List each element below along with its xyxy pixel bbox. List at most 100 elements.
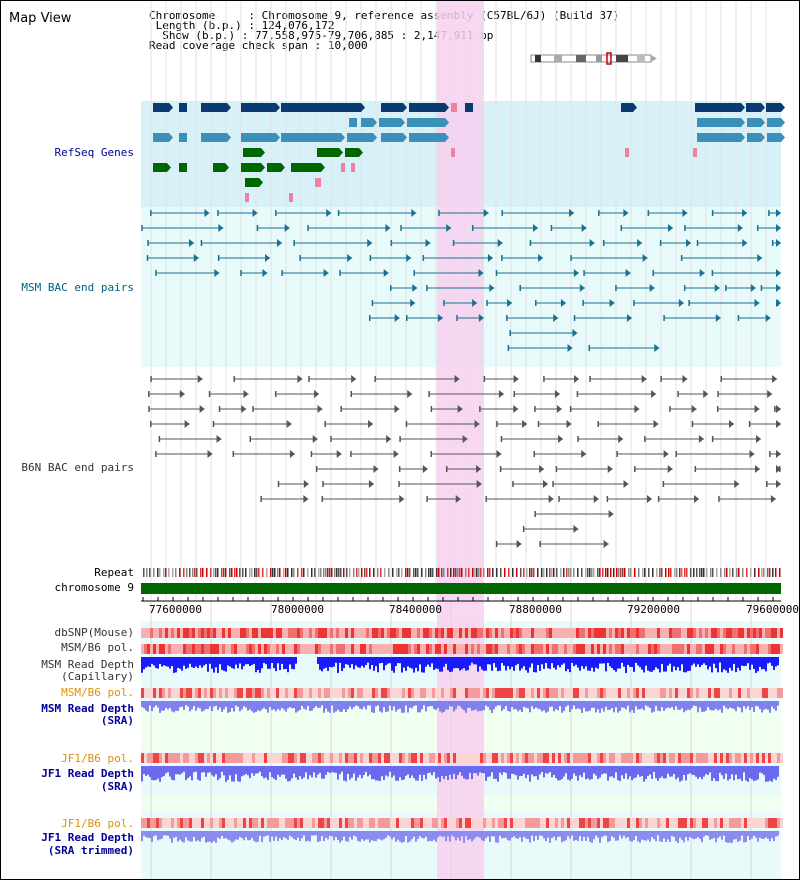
read-depth-bar	[491, 701, 493, 713]
polymorphism-heat-cell	[150, 644, 153, 654]
repeat-element	[622, 568, 624, 577]
read-depth-bar	[295, 657, 297, 664]
read-depth-bar	[475, 701, 477, 710]
read-depth-bar	[411, 831, 413, 840]
read-depth-bar	[555, 701, 557, 710]
polymorphism-heat-cell	[717, 753, 720, 763]
track-label-msm-depth-sra[interactable]: MSM Read Depth	[41, 702, 134, 715]
track-label-msm-b6-pol[interactable]: MSM/B6 pol.	[61, 641, 134, 654]
polymorphism-heat-cell	[681, 818, 684, 828]
gene-strand-arrow	[341, 133, 345, 142]
read-depth-bar	[749, 831, 751, 841]
polymorphism-heat-cell	[387, 818, 390, 828]
track-label-msm-depth-capillary[interactable]: MSM Read Depth	[41, 658, 134, 671]
polymorphism-heat-cell	[369, 644, 372, 654]
track-label-jf1-depth-trimmed[interactable]: JF1 Read Depth	[41, 831, 134, 844]
repeat-element	[543, 568, 545, 577]
read-depth-bar	[201, 701, 203, 712]
polymorphism-heat-cell	[675, 644, 678, 654]
polymorphism-heat-cell	[720, 688, 723, 698]
read-depth-bar	[459, 831, 461, 841]
polymorphism-heat-cell	[177, 644, 180, 654]
track-label-jf1-b6-pol-2[interactable]: JF1/B6 pol.	[61, 817, 134, 830]
track-label-b6n-bac[interactable]: B6N BAC end pairs	[21, 461, 134, 474]
repeat-element	[706, 568, 708, 577]
read-depth-bar	[369, 766, 371, 775]
read-depth-bar	[539, 831, 541, 836]
repeat-element	[168, 568, 170, 577]
repeat-element	[323, 568, 325, 577]
read-depth-bar	[759, 831, 761, 838]
read-depth-bar	[609, 831, 611, 842]
bac-end-marker	[641, 375, 647, 383]
read-depth-bar	[667, 831, 669, 840]
polymorphism-heat-cell	[672, 753, 675, 763]
read-depth-bar	[597, 766, 599, 780]
track-label-msm-bac[interactable]: MSM BAC end pairs	[21, 281, 134, 294]
polymorphism-heat-cell	[165, 644, 168, 654]
polymorphism-heat-cell	[231, 753, 234, 763]
polymorphism-heat-cell	[339, 628, 342, 638]
polymorphism-heat-cell	[144, 753, 147, 763]
read-depth-bar	[689, 701, 691, 710]
read-depth-bar	[413, 831, 415, 837]
track-label-refseq[interactable]: RefSeq Genes	[54, 146, 134, 159]
polymorphism-heat-cell	[234, 688, 237, 698]
polymorphism-heat-cell	[711, 818, 714, 828]
polymorphism-heat-cell	[663, 628, 666, 638]
read-depth-bar	[223, 701, 225, 710]
read-depth-bar	[707, 657, 709, 670]
read-depth-bar	[169, 701, 171, 708]
polymorphism-heat-cell	[741, 628, 744, 638]
track-label-chromosome[interactable]: chromosome 9	[54, 581, 134, 594]
read-depth-bar	[671, 657, 673, 672]
polymorphism-heat-cell	[756, 644, 759, 654]
gene-feature	[347, 133, 373, 142]
read-depth-bar	[239, 701, 241, 712]
track-label-dbsnp[interactable]: dbSNP(Mouse)	[54, 626, 134, 639]
read-depth-bar	[663, 657, 665, 672]
read-depth-bar	[243, 766, 245, 776]
repeat-element	[738, 568, 740, 577]
polymorphism-heat-cell	[780, 818, 783, 828]
read-depth-bar	[431, 766, 433, 776]
read-depth-bar	[371, 657, 373, 666]
track-label-msm-b6-pol-sra[interactable]: MSM/B6 pol.	[61, 686, 134, 699]
read-depth-bar	[489, 766, 491, 777]
polymorphism-heat-cell	[552, 818, 555, 828]
read-depth-bar	[501, 766, 503, 775]
polymorphism-heat-cell	[303, 688, 306, 698]
track-label-jf1-b6-pol[interactable]: JF1/B6 pol.	[61, 752, 134, 765]
polymorphism-heat-cell	[216, 688, 219, 698]
read-depth-bar	[313, 831, 315, 836]
track-label-jf1-depth-sra[interactable]: JF1 Read Depth	[41, 767, 134, 780]
repeat-element	[234, 568, 236, 577]
polymorphism-heat-cell	[306, 818, 309, 828]
read-depth-bar	[431, 657, 433, 664]
bac-end-marker	[472, 299, 478, 307]
gene-feature	[315, 178, 321, 187]
read-depth-bar	[269, 657, 271, 669]
polymorphism-heat-cell	[246, 688, 249, 698]
read-depth-bar	[269, 831, 271, 842]
track-label-repeat[interactable]: Repeat	[94, 566, 134, 579]
read-depth-bar	[253, 657, 255, 664]
bac-end-marker	[446, 224, 452, 232]
gene-strand-arrow	[227, 103, 231, 112]
bac-end-marker	[581, 450, 587, 458]
read-depth-bar	[777, 766, 779, 777]
polymorphism-heat-cell	[741, 688, 744, 698]
polymorphism-heat-cell	[363, 753, 366, 763]
polymorphism-heat-cell	[345, 688, 348, 698]
read-depth-bar	[191, 831, 193, 842]
polymorphism-heat-cell	[168, 753, 171, 763]
read-depth-bar	[673, 831, 675, 837]
read-depth-bar	[141, 701, 143, 707]
polymorphism-heat-cell	[702, 644, 705, 654]
read-depth-bar	[379, 701, 381, 712]
polymorphism-heat-cell	[354, 753, 357, 763]
polymorphism-heat-cell	[396, 628, 399, 638]
polymorphism-heat-cell	[366, 753, 369, 763]
repeat-element	[409, 568, 411, 577]
